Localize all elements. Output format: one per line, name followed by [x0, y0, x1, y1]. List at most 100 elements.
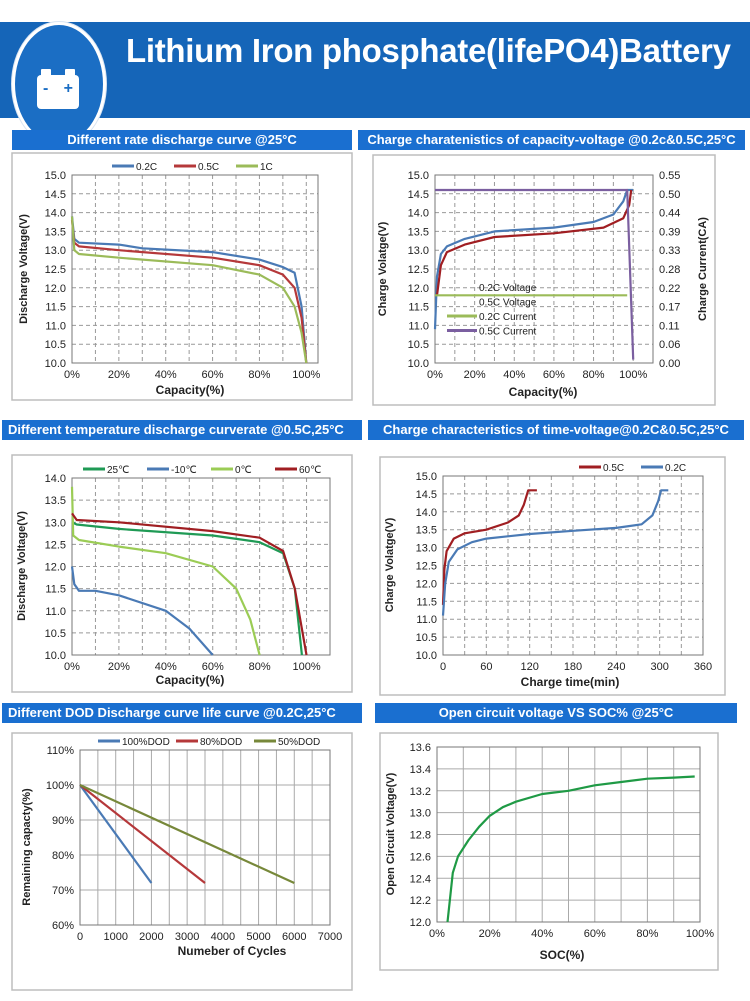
y-tick-label: 10.0	[45, 358, 66, 370]
y-tick-label: 13.0	[416, 543, 437, 555]
panel-title-ocv-soc: Open circuit voltage VS SOC% @25°C	[375, 703, 737, 723]
y-tick-label: 12.2	[410, 895, 431, 907]
chart-frame	[11, 732, 353, 991]
panel-title-time-voltage: Charge characteristics of time-voltage@0…	[368, 420, 744, 440]
x-tick-label: 100%	[619, 369, 647, 381]
y-tick-label: 10.0	[416, 650, 437, 662]
y-tick-label: 11.5	[416, 596, 437, 608]
y-tick-label: 11.5	[45, 584, 66, 596]
chart-frame	[11, 454, 353, 693]
y2-tick-label: 0.17	[659, 302, 680, 314]
y2-tick-label: 0.55	[659, 170, 680, 182]
x-tick-label: 40%	[155, 369, 177, 381]
y-tick-label: 13.5	[408, 226, 429, 238]
header-banner	[0, 22, 750, 118]
x-tick-label: 80%	[249, 661, 271, 673]
x-tick-label: 4000	[211, 931, 235, 943]
y-tick-label: 10.5	[45, 339, 66, 351]
y-tick-label: 12.0	[416, 578, 437, 590]
x-tick-label: 80%	[636, 928, 658, 940]
x-tick-label: 360	[694, 661, 712, 673]
y-tick-label: 14.0	[45, 473, 66, 485]
series-line-0-5C	[441, 489, 537, 605]
x-axis-label: Capacity(%)	[509, 385, 578, 399]
y-tick-label: 13.0	[45, 245, 66, 257]
x-tick-label: 0%	[64, 369, 80, 381]
y-tick-label: 12.5	[416, 561, 437, 573]
y-tick-label: 14.5	[45, 189, 66, 201]
y-tick-label: 12.5	[45, 264, 66, 276]
y-tick-label: 15.0	[45, 170, 66, 182]
series-line-0-2C	[441, 489, 669, 616]
legend-label: 0℃	[235, 465, 252, 476]
y-tick-label: 10.5	[408, 339, 429, 351]
y-axis-label: Charge Volatge(V)	[384, 517, 396, 612]
x-tick-label: 180	[564, 661, 582, 673]
y-tick-label: 11.5	[408, 302, 429, 314]
y-tick-label: 13.5	[416, 525, 437, 537]
battery-terminal-icon	[41, 69, 51, 76]
x-tick-label: 120	[520, 661, 538, 673]
x-tick-label: 3000	[175, 931, 199, 943]
x-tick-label: 20%	[108, 661, 130, 673]
x-tick-label: 0%	[427, 369, 443, 381]
y2-tick-label: 0.00	[659, 358, 680, 370]
y-tick-label: 13.0	[408, 245, 429, 257]
y-tick-label: 11.5	[45, 302, 66, 314]
y-tick-label: 14.0	[416, 507, 437, 519]
page-title: Lithium Iron phosphate(lifePO4)Battery	[126, 32, 731, 69]
x-tick-label: 100%	[292, 661, 320, 673]
y2-tick-label: 0.11	[659, 320, 680, 332]
legend-label: 100%DOD	[122, 737, 170, 748]
x-tick-label: 40%	[531, 928, 553, 940]
y-tick-label: 13.0	[45, 517, 66, 529]
x-tick-label: 20%	[479, 928, 501, 940]
x-tick-label: 240	[607, 661, 625, 673]
minus-icon: -	[43, 80, 49, 97]
legend-label: 0.5C Voltage	[479, 298, 537, 309]
y-tick-label: 12.5	[408, 264, 429, 276]
x-tick-label: 40%	[155, 661, 177, 673]
plot-area	[71, 174, 319, 364]
series-line-0-2C	[70, 216, 308, 364]
y-axis-label: Charge Volatge(V)	[377, 221, 389, 316]
panel-title-rate-discharge: Different rate discharge curve @25°C	[12, 130, 352, 150]
battery-icon: - +	[37, 69, 79, 109]
y-tick-label: 12.6	[410, 851, 431, 863]
y-tick-label: 12.5	[45, 539, 66, 551]
legend-label: 0.2C Voltage	[479, 283, 537, 294]
legend-label: 0.5C Current	[479, 327, 536, 338]
plot-area	[442, 475, 704, 656]
y2-tick-label: 0.06	[659, 339, 680, 351]
x-axis-label: Capacity(%)	[156, 673, 225, 687]
x-axis-label: Charge time(min)	[521, 675, 620, 689]
legend-label: 0.2C	[136, 162, 157, 173]
x-tick-label: 7000	[318, 931, 342, 943]
y-tick-label: 10.0	[408, 358, 429, 370]
y-tick-label: 13.4	[410, 764, 431, 776]
legend-label: 0.2C Current	[479, 312, 536, 323]
y-tick-label: 13.5	[45, 495, 66, 507]
y-tick-label: 100%	[46, 780, 74, 792]
x-tick-label: 100%	[292, 369, 320, 381]
legend-label: 60℃	[299, 465, 321, 476]
x-tick-label: 1000	[103, 931, 127, 943]
y2-tick-label: 0.33	[659, 245, 680, 257]
battery-terminal-icon	[65, 69, 75, 76]
series-line-0-5C-Current	[435, 188, 635, 360]
series-line-OCV	[446, 775, 695, 923]
y-tick-label: 14.0	[45, 208, 66, 220]
x-tick-label: 60%	[543, 369, 565, 381]
x-tick-label: 20%	[464, 369, 486, 381]
panel-title-temperature-discharge: Different temperature discharge curverat…	[2, 420, 362, 440]
x-tick-label: 0	[440, 661, 446, 673]
chart-frame	[379, 732, 719, 971]
x-tick-label: 40%	[503, 369, 525, 381]
y-tick-label: 10.5	[45, 628, 66, 640]
x-axis-label: Numeber of Cycles	[178, 944, 287, 958]
y-tick-label: 13.2	[410, 786, 431, 798]
legend-label: 0.5C	[198, 162, 219, 173]
y-axis-label: Open Circuit Voltage(V)	[385, 772, 397, 895]
series-line-50-DOD	[79, 783, 295, 885]
y-tick-label: 110%	[47, 745, 75, 757]
